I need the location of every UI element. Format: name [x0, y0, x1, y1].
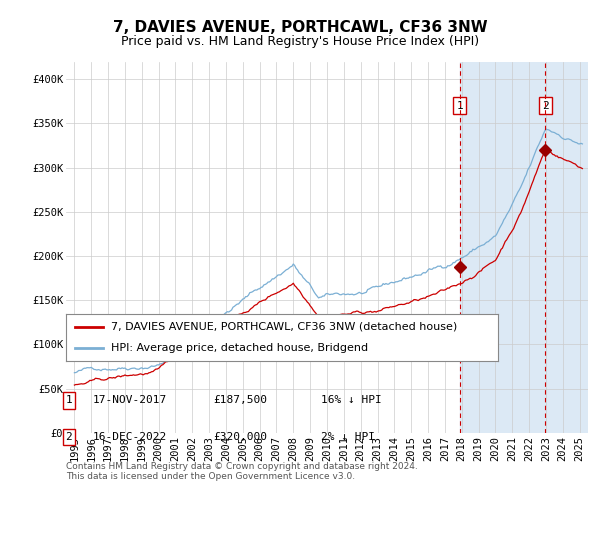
Text: 17-NOV-2017: 17-NOV-2017 — [93, 395, 167, 405]
Text: 1: 1 — [457, 101, 463, 111]
Text: HPI: Average price, detached house, Bridgend: HPI: Average price, detached house, Brid… — [112, 343, 368, 353]
Text: 7, DAVIES AVENUE, PORTHCAWL, CF36 3NW (detached house): 7, DAVIES AVENUE, PORTHCAWL, CF36 3NW (d… — [112, 322, 458, 332]
Text: £320,000: £320,000 — [213, 432, 267, 442]
Text: 1: 1 — [65, 395, 73, 405]
Text: 2: 2 — [65, 432, 73, 442]
Bar — [460, 62, 588, 433]
Text: 2% ↓ HPI: 2% ↓ HPI — [321, 432, 375, 442]
Text: 16-DEC-2022: 16-DEC-2022 — [93, 432, 167, 442]
Text: £187,500: £187,500 — [213, 395, 267, 405]
Text: 7, DAVIES AVENUE, PORTHCAWL, CF36 3NW: 7, DAVIES AVENUE, PORTHCAWL, CF36 3NW — [113, 20, 487, 35]
Text: Contains HM Land Registry data © Crown copyright and database right 2024.
This d: Contains HM Land Registry data © Crown c… — [66, 462, 418, 482]
Text: 2: 2 — [542, 101, 548, 111]
Text: 16% ↓ HPI: 16% ↓ HPI — [321, 395, 382, 405]
Text: Price paid vs. HM Land Registry's House Price Index (HPI): Price paid vs. HM Land Registry's House … — [121, 35, 479, 48]
